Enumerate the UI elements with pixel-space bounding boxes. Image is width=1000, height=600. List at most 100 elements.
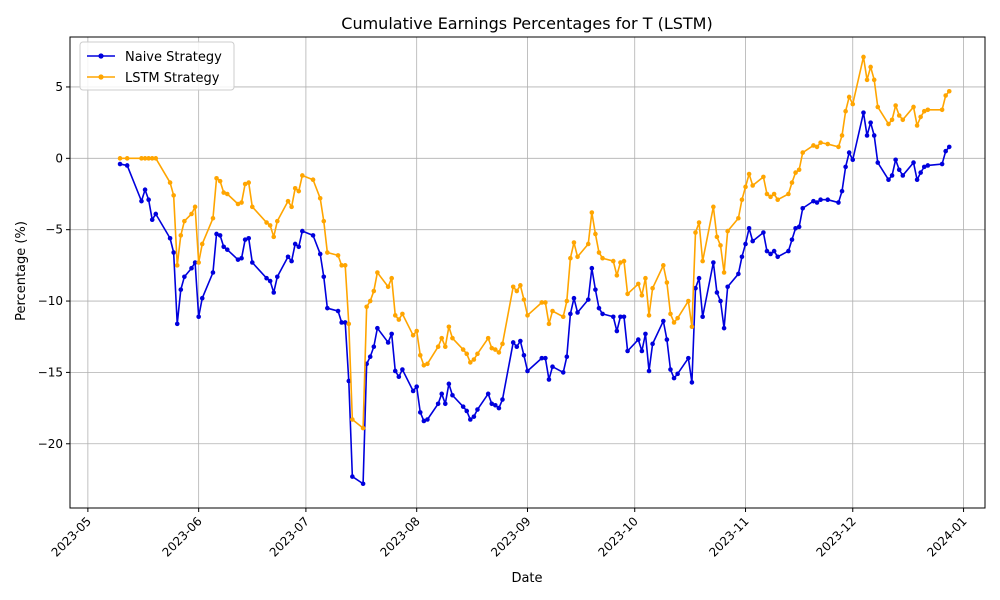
data-point-naive-strategy <box>893 157 898 163</box>
data-point-lstm-strategy <box>214 176 219 181</box>
data-point-naive-strategy <box>435 401 441 407</box>
data-point-lstm-strategy <box>564 298 570 304</box>
data-point-lstm-strategy <box>339 263 344 268</box>
data-point-naive-strategy <box>178 287 184 292</box>
data-point-naive-strategy <box>264 275 269 281</box>
data-point-lstm-strategy <box>818 140 823 145</box>
data-point-lstm-strategy <box>596 250 602 255</box>
data-point-naive-strategy <box>221 244 226 250</box>
data-point-lstm-strategy <box>664 280 670 285</box>
data-point-naive-strategy <box>496 405 502 411</box>
data-point-naive-strategy <box>239 255 244 261</box>
data-point-naive-strategy <box>149 217 155 222</box>
data-point-naive-strategy <box>117 161 123 167</box>
data-point-lstm-strategy <box>571 240 577 245</box>
data-point-lstm-strategy <box>918 114 923 120</box>
data-point-lstm-strategy <box>750 183 755 188</box>
data-point-lstm-strategy <box>464 351 470 357</box>
data-point-lstm-strategy <box>421 362 427 368</box>
data-point-lstm-strategy <box>900 117 906 123</box>
data-point-lstm-strategy <box>414 328 420 334</box>
data-point-naive-strategy <box>896 167 902 173</box>
data-point-naive-strategy <box>921 164 927 170</box>
data-point-naive-strategy <box>875 160 881 165</box>
y-tick-label: 0 <box>55 151 63 165</box>
data-point-lstm-strategy <box>350 417 355 422</box>
data-point-naive-strategy <box>464 408 470 414</box>
data-point-naive-strategy <box>124 163 130 168</box>
series-naive-strategy <box>117 110 952 487</box>
data-point-lstm-strategy <box>646 313 652 318</box>
data-point-lstm-strategy <box>893 103 898 108</box>
data-point-naive-strategy <box>625 348 630 354</box>
data-point-naive-strategy <box>485 391 491 397</box>
data-point-lstm-strategy <box>796 167 802 173</box>
y-tick-label: −5 <box>45 223 63 237</box>
data-point-naive-strategy <box>246 235 252 241</box>
data-point-lstm-strategy <box>925 107 931 113</box>
data-point-lstm-strategy <box>325 250 330 255</box>
data-point-naive-strategy <box>421 418 427 424</box>
data-point-lstm-strategy <box>811 143 816 148</box>
data-point-lstm-strategy <box>242 181 248 187</box>
data-point-naive-strategy <box>796 224 802 230</box>
data-point-naive-strategy <box>214 231 219 237</box>
data-point-naive-strategy <box>367 354 373 360</box>
data-point-naive-strategy <box>289 258 294 264</box>
data-point-lstm-strategy <box>360 425 366 431</box>
data-point-lstm-strategy <box>249 204 255 210</box>
data-point-lstm-strategy <box>868 64 873 70</box>
data-point-lstm-strategy <box>364 304 369 310</box>
data-point-lstm-strategy <box>871 77 877 83</box>
data-point-naive-strategy <box>764 248 770 254</box>
data-point-naive-strategy <box>242 237 248 242</box>
data-point-naive-strategy <box>500 397 505 402</box>
data-point-lstm-strategy <box>146 156 151 161</box>
data-point-naive-strategy <box>493 402 498 408</box>
data-point-lstm-strategy <box>300 173 305 178</box>
data-point-lstm-strategy <box>746 171 752 177</box>
data-point-naive-strategy <box>846 150 852 155</box>
data-point-lstm-strategy <box>514 288 520 294</box>
data-point-lstm-strategy <box>610 258 616 264</box>
data-point-naive-strategy <box>918 170 923 175</box>
data-point-naive-strategy <box>786 248 791 254</box>
data-point-naive-strategy <box>900 173 906 178</box>
data-point-lstm-strategy <box>235 201 241 207</box>
legend: Naive Strategy LSTM Strategy <box>79 41 235 91</box>
data-point-lstm-strategy <box>267 223 273 228</box>
data-point-lstm-strategy <box>493 347 498 352</box>
data-point-lstm-strategy <box>239 200 244 205</box>
data-point-naive-strategy <box>771 248 777 254</box>
data-point-lstm-strategy <box>675 315 680 321</box>
data-point-lstm-strategy <box>725 228 730 234</box>
data-point-lstm-strategy <box>142 156 148 161</box>
series-lstm-strategy <box>117 54 952 431</box>
data-point-lstm-strategy <box>585 241 591 247</box>
data-point-naive-strategy <box>342 320 348 325</box>
data-point-lstm-strategy <box>167 180 173 185</box>
data-point-lstm-strategy <box>736 215 741 221</box>
data-point-naive-strategy <box>593 287 598 292</box>
data-point-lstm-strategy <box>786 191 791 197</box>
data-point-lstm-strategy <box>196 260 201 265</box>
data-point-naive-strategy <box>589 265 595 271</box>
y-tick-label: −15 <box>38 365 63 379</box>
data-point-naive-strategy <box>811 198 816 204</box>
data-point-naive-strategy <box>514 344 520 350</box>
data-point-lstm-strategy <box>768 194 773 200</box>
data-point-naive-strategy <box>217 233 223 238</box>
data-point-naive-strategy <box>946 144 952 150</box>
data-point-lstm-strategy <box>171 193 176 198</box>
data-point-lstm-strategy <box>939 107 945 113</box>
data-point-naive-strategy <box>285 254 291 260</box>
data-point-lstm-strategy <box>385 284 391 290</box>
data-point-naive-strategy <box>439 391 445 397</box>
data-point-naive-strategy <box>400 367 405 372</box>
data-point-lstm-strategy <box>289 204 294 210</box>
data-point-lstm-strategy <box>861 54 866 60</box>
data-point-naive-strategy <box>518 338 523 344</box>
data-point-naive-strategy <box>621 314 627 320</box>
